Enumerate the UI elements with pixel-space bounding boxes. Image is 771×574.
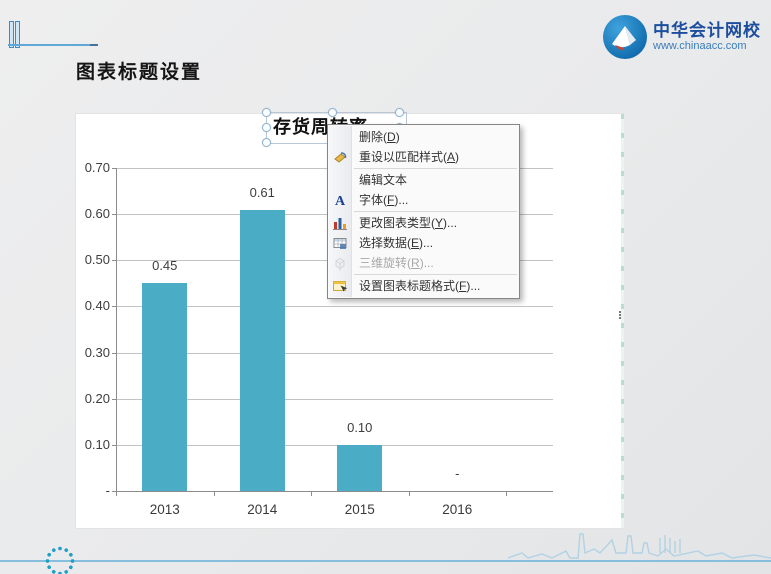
deco-bars-icon xyxy=(15,21,20,48)
data-label: 0.45 xyxy=(152,258,178,274)
brand-url: www.chinaacc.com xyxy=(653,40,747,52)
font-icon: A xyxy=(332,192,348,209)
y-axis-tick xyxy=(112,352,116,354)
x-axis-category-label: 2015 xyxy=(344,502,375,517)
bottom-divider-line xyxy=(0,560,771,562)
menu-item-edit-text[interactable]: 编辑文本 xyxy=(328,170,519,190)
gridline xyxy=(116,352,553,354)
x-axis-tick xyxy=(116,492,117,496)
y-axis-label: - xyxy=(105,483,110,498)
reset-style-icon xyxy=(332,149,348,165)
menu-item-font[interactable]: A 字体(F)... xyxy=(328,190,519,210)
y-axis-tick xyxy=(112,491,116,492)
bar[interactable] xyxy=(337,444,383,491)
menu-item-label: 更改图表类型(Y)... xyxy=(359,216,458,230)
menu-item-format-chart-title[interactable]: 设置图表标题格式(F)... xyxy=(328,276,519,296)
x-axis-category-label: 2013 xyxy=(149,502,180,517)
x-axis-category-label: 2014 xyxy=(247,502,278,517)
y-axis-tick xyxy=(112,260,116,262)
menu-item-label: 设置图表标题格式(F)... xyxy=(359,279,481,293)
y-axis-tick xyxy=(112,398,116,400)
x-axis-line xyxy=(116,491,553,492)
selection-handle[interactable] xyxy=(395,108,404,117)
dotted-circle-icon xyxy=(45,546,75,574)
deco-line xyxy=(8,44,98,46)
select-data-icon xyxy=(332,235,348,251)
y-axis-label: 0.40 xyxy=(84,298,110,314)
x-axis-tick xyxy=(311,492,312,496)
y-axis-tick xyxy=(112,214,116,216)
brand-name: 中华会计网校 xyxy=(653,21,761,40)
gridline xyxy=(116,398,553,400)
y-axis-line xyxy=(116,168,117,491)
menu-item-label: 编辑文本 xyxy=(359,173,408,187)
bar[interactable] xyxy=(142,283,188,491)
x-axis-category-label: 2016 xyxy=(442,502,473,517)
menu-separator xyxy=(354,211,517,212)
svg-text:A: A xyxy=(335,194,346,208)
menu-item-3d-rotation: 三维旋转(R)... xyxy=(328,253,519,273)
y-axis-label: 0.30 xyxy=(84,344,110,360)
y-axis-label: 0.50 xyxy=(84,252,110,268)
menu-separator xyxy=(354,274,517,275)
deco-bars-icon xyxy=(9,21,14,48)
format-chart-title-icon xyxy=(332,278,348,294)
x-axis-tick xyxy=(213,492,215,496)
y-axis-tick xyxy=(112,168,116,169)
selection-handle[interactable] xyxy=(262,138,271,147)
x-axis-tick xyxy=(408,492,410,496)
menu-item-reset-to-match-style[interactable]: 重设以匹配样式(A) xyxy=(328,147,519,167)
x-axis-tick xyxy=(506,492,507,496)
chart-selection-border xyxy=(621,114,624,528)
selection-handle[interactable] xyxy=(262,108,271,117)
brand-logo: 中华会计网校 www.chinaacc.com xyxy=(602,14,761,60)
menu-item-label: 选择数据(E)... xyxy=(359,236,434,250)
rotation-3d-icon xyxy=(332,255,348,271)
y-axis-label: 0.10 xyxy=(84,436,110,452)
menu-item-change-chart-type[interactable]: 更改图表类型(Y)... xyxy=(328,213,519,233)
y-axis-tick xyxy=(112,444,116,446)
menu-item-label: 删除(D) xyxy=(359,130,400,144)
selection-handle[interactable] xyxy=(328,108,337,117)
menu-item-delete[interactable]: 删除(D) xyxy=(328,127,519,147)
y-axis-label: 0.70 xyxy=(84,160,110,175)
menu-item-label: 字体(F)... xyxy=(359,193,409,207)
y-axis-tick xyxy=(112,306,116,308)
y-axis-label: 0.20 xyxy=(84,390,110,406)
logo-icon xyxy=(603,15,647,59)
menu-icon-gutter xyxy=(329,126,352,297)
page-title: 图表标题设置 xyxy=(76,62,203,83)
menu-item-label: 三维旋转(R)... xyxy=(359,256,434,270)
selection-handle[interactable] xyxy=(262,123,271,132)
data-label: 0.61 xyxy=(249,184,275,200)
bar[interactable] xyxy=(239,209,285,491)
y-axis-label: 0.60 xyxy=(84,206,110,222)
data-label: - xyxy=(455,466,460,481)
menu-item-label: 重设以匹配样式(A) xyxy=(359,150,460,164)
chart-type-icon xyxy=(332,215,348,231)
chart-border-handle[interactable] xyxy=(619,311,621,313)
menu-separator xyxy=(354,168,517,169)
gridline xyxy=(116,306,553,308)
data-label: 0.10 xyxy=(347,419,373,435)
skyline-decoration xyxy=(508,533,771,559)
context-menu: 删除(D) 重设以匹配样式(A) 编辑文本 A 字体(F)... 更改图表类型(Y)...… xyxy=(327,124,520,299)
menu-item-select-data[interactable]: 选择数据(E)... xyxy=(328,233,519,253)
gridline xyxy=(116,444,553,446)
